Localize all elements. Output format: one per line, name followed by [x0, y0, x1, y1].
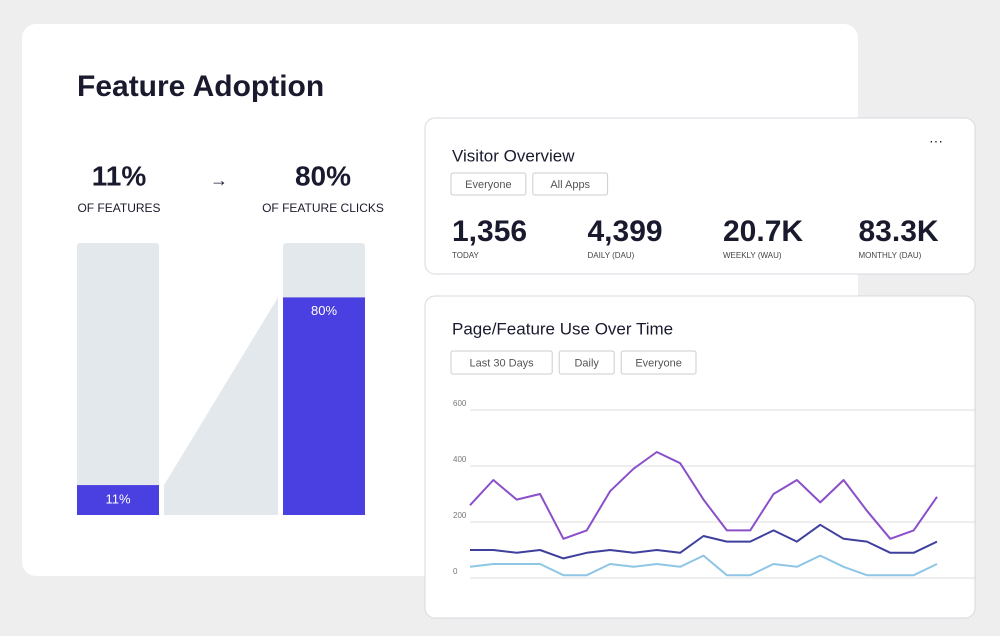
series-line — [470, 523, 938, 560]
visitor-content: Everyone All Apps 1,356 TODAY 4,399 DAILY (DA… — [450, 172, 939, 260]
y-tick-label: 600 — [453, 399, 467, 408]
metric-value: 4,399 — [588, 215, 663, 248]
filter-label[interactable]: Everyone — [465, 179, 511, 191]
filter-button[interactable] — [450, 172, 527, 196]
metric-label: MONTHLY (DAU) — [859, 251, 922, 260]
metric-value: 20.7K — [723, 215, 803, 248]
connector — [164, 297, 278, 515]
y-tick-label: 0 — [453, 567, 458, 576]
y-tick-label: 200 — [453, 511, 467, 520]
filter-button[interactable] — [532, 172, 609, 196]
filter-button[interactable] — [558, 350, 615, 375]
metric-value: 83.3K — [859, 215, 939, 248]
metric-label: DAILY (DAU) — [588, 251, 635, 260]
more-button[interactable]: ··· — [929, 133, 943, 149]
bar — [77, 485, 159, 515]
stat-value: 80% — [295, 160, 351, 191]
stat-value: 11% — [92, 160, 147, 191]
card-title: Visitor Overview — [452, 146, 575, 165]
visitor-card — [424, 117, 976, 275]
bar-track — [77, 243, 159, 515]
filter-label[interactable]: Everyone — [635, 357, 681, 369]
card-title: Feature Adoption — [77, 70, 324, 103]
arrow: → — [210, 170, 228, 190]
filter-label[interactable]: All Apps — [550, 179, 590, 191]
bar-label: 11% — [105, 491, 130, 506]
usage-card — [424, 295, 976, 619]
bar — [283, 297, 365, 515]
filter-button[interactable] — [620, 350, 697, 375]
usage-content: Last 30 Days Daily Everyone 0 200 400 600 — [450, 350, 975, 579]
filter-label[interactable]: Daily — [574, 357, 599, 369]
filter-button[interactable] — [450, 350, 553, 375]
card-title: Page/Feature Use Over Time — [452, 319, 673, 338]
metric-value: 1,356 — [452, 215, 527, 248]
series-line — [469, 554, 938, 577]
metric-label: WEEKLY (WAU) — [723, 251, 782, 260]
stat-label: OF FEATURES — [77, 201, 160, 215]
filter-label[interactable]: Last 30 Days — [469, 357, 534, 369]
y-tick-label: 400 — [453, 455, 467, 464]
adoption-chart: 11% 80% — [77, 243, 365, 515]
stat-label: OF FEATURE CLICKS — [262, 201, 384, 215]
metric-label: TODAY — [452, 251, 479, 260]
bar-label: 80% — [311, 303, 337, 318]
series-line — [469, 451, 938, 540]
